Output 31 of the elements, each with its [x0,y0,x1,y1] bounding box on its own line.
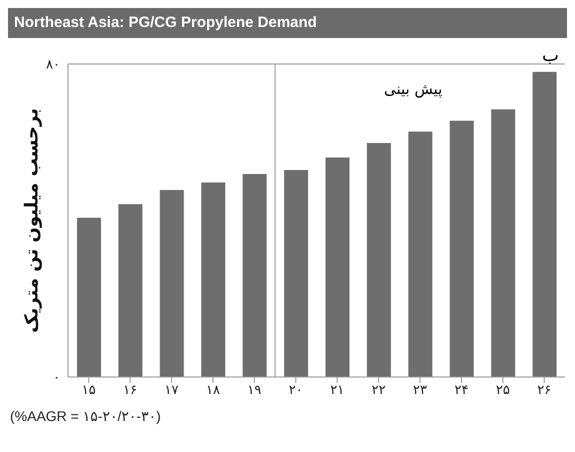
bar [77,218,101,377]
text: (%AAGR = ۱۵-۲۰/۲۰-۳۰) [9,408,162,425]
bar [366,143,391,377]
x-tick-label: ۱۷ [164,382,179,398]
bar [450,120,474,377]
x-tick-label: ۱۵ [82,382,96,398]
x-tick-label: ۲۱ [330,382,344,398]
bar [160,190,184,377]
x-tick-label: ۲۳ [413,382,428,398]
x-tick-label: ۲۲ [372,382,386,398]
x-tick-label: ۱۹ [247,382,262,398]
chart-title: Northeast Asia: PG/CG Propylene Demand [8,8,567,38]
x-tick-label: ۱۶ [123,382,138,398]
bar [284,170,308,377]
x-tick-label: ۲۰ [288,382,303,398]
x-tick-label: ۲۴ [454,382,468,398]
annotation: پیش بینی [384,80,442,98]
bar [118,204,142,377]
y-tick-label: ۸۰ [46,56,60,72]
y-tick-label: ۰ [53,370,60,385]
x-tick-label: ۲۶ [537,382,552,398]
y-axis-title: برحسب میلیون تن متریک [21,108,42,333]
bar [532,72,557,377]
bar [201,182,226,377]
x-tick-label: ۱۸ [206,382,220,398]
bar [242,174,267,377]
bar [491,109,516,377]
bar [326,158,350,377]
bar [408,132,432,377]
annotation: ب [542,44,559,66]
x-tick-label: ۲۵ [496,382,510,398]
